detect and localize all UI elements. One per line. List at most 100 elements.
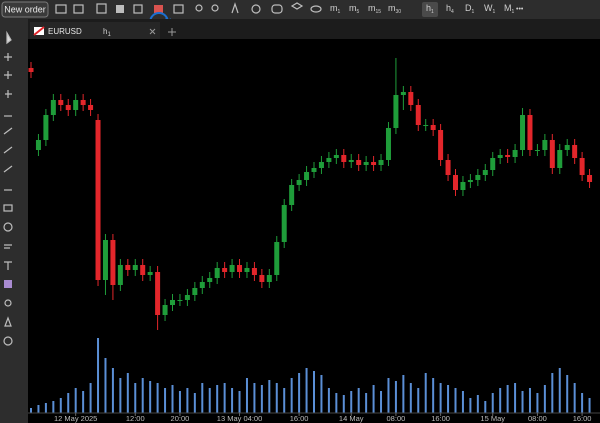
timeframe-letter[interactable]: h <box>446 3 451 13</box>
new-order-label[interactable]: New order <box>4 4 46 14</box>
timeframe-sub[interactable]: 1 <box>493 9 496 15</box>
time-label: 20:00 <box>171 414 190 423</box>
tab-symbol[interactable]: EURUSD <box>48 27 82 36</box>
candle-body <box>58 100 64 105</box>
candle-body <box>117 265 123 285</box>
volume-bar <box>566 375 569 413</box>
candle-body <box>162 305 168 315</box>
candle-body <box>88 105 94 110</box>
volume-bar <box>342 395 345 413</box>
candle-body <box>296 180 302 185</box>
volume-bar <box>67 393 70 413</box>
timeframe-letter[interactable]: M <box>504 3 512 13</box>
candle-body <box>155 272 161 315</box>
candle-body <box>527 115 533 150</box>
candle-body <box>80 100 86 105</box>
timeframe-button[interactable]: h1 <box>426 3 434 15</box>
timeframe-letter[interactable]: h <box>426 3 431 13</box>
timeframe-sub[interactable]: 15 <box>376 9 382 15</box>
timeframe-button[interactable]: W1 <box>484 3 496 15</box>
volume-bar <box>275 383 278 413</box>
candle-body <box>110 240 116 285</box>
timeframe-letter[interactable]: W <box>484 3 493 13</box>
volume-bar <box>193 393 196 413</box>
volume-bar <box>320 375 323 413</box>
timeframe-button[interactable]: m30 <box>388 3 401 15</box>
candle-body <box>102 240 108 280</box>
volume-bar <box>178 391 181 413</box>
timeframe-sub[interactable]: 1 <box>338 9 341 15</box>
timeframe-button[interactable]: D1 <box>465 3 475 15</box>
timeframe-button[interactable]: m1 <box>330 3 341 15</box>
time-label: 13 May 04:00 <box>217 414 262 423</box>
candle-body <box>378 160 384 165</box>
new-order-button[interactable] <box>1 1 49 18</box>
volume-bar <box>313 371 315 413</box>
candle-body <box>281 205 287 242</box>
candle-body <box>259 275 265 282</box>
volume-bar <box>141 378 144 413</box>
candle-body <box>229 265 235 272</box>
candle-body <box>95 120 101 280</box>
volume-bar <box>581 393 584 413</box>
candle-body <box>207 278 213 282</box>
volume-bar <box>394 381 397 413</box>
volume-bar <box>216 385 219 413</box>
chart-tab[interactable] <box>30 22 160 39</box>
candle-body <box>177 300 183 301</box>
timeframe-letter[interactable]: D <box>465 3 472 13</box>
timeframe-sub[interactable]: 1 <box>512 9 515 15</box>
volume-bar <box>536 393 539 413</box>
volume-bar <box>74 388 77 413</box>
timeframe-button[interactable]: h4 <box>446 3 454 15</box>
timeframe-sub[interactable]: 4 <box>451 9 454 15</box>
candle-body <box>512 150 518 157</box>
volume-bar <box>528 388 531 413</box>
candle-body <box>140 265 146 275</box>
timeframe-sub[interactable]: 5 <box>357 9 360 15</box>
candle-body <box>549 140 555 168</box>
volume-bar <box>350 391 353 413</box>
volume-bar <box>82 391 85 413</box>
volume-bar <box>208 388 211 413</box>
timeframe-letter[interactable]: m <box>368 3 376 13</box>
candle-body <box>132 265 138 270</box>
timeframe-sub[interactable]: 30 <box>396 9 402 15</box>
timeframe-letter[interactable]: m <box>349 3 357 13</box>
volume-bar <box>387 378 390 413</box>
timeframe-button[interactable]: M1 <box>504 3 515 15</box>
volume-bar <box>380 391 383 413</box>
new-tab[interactable] <box>168 28 176 36</box>
tab-close[interactable] <box>149 28 156 35</box>
more-button[interactable]: ••• <box>516 6 524 13</box>
candle-body <box>333 155 339 158</box>
timeframe-letter[interactable]: m <box>388 3 396 13</box>
candle-body <box>475 175 481 180</box>
timeframe-sub[interactable]: 1 <box>472 9 475 15</box>
volume-bar <box>402 375 405 413</box>
candle-body <box>244 268 250 272</box>
volume-bar <box>268 380 271 413</box>
timeframe-sub[interactable]: 1 <box>431 9 434 15</box>
volume-bar <box>134 383 137 413</box>
timeframe-button[interactable]: m15 <box>368 3 381 15</box>
volume-bar <box>447 385 450 413</box>
candle-body <box>125 265 131 270</box>
candle-body <box>363 162 369 165</box>
candle-body <box>356 160 362 165</box>
volume-bar <box>126 373 129 413</box>
time-label: 15 May <box>480 414 505 423</box>
candle-body <box>147 272 153 275</box>
volume-bar <box>357 388 360 413</box>
candle-body <box>482 170 488 175</box>
candle-body <box>35 140 41 150</box>
candle-body <box>170 300 175 305</box>
timeframe-button[interactable]: m5 <box>349 3 360 15</box>
timeframe-letter[interactable]: m <box>330 3 338 13</box>
tab-timeframe-letter[interactable]: h <box>103 27 107 36</box>
tab-timeframe-sub[interactable]: 1 <box>107 32 111 38</box>
tab-timeframe[interactable]: h1 <box>103 27 111 37</box>
timeframe-active <box>422 2 438 17</box>
volume-bar <box>89 383 92 413</box>
candle-body <box>579 158 585 175</box>
